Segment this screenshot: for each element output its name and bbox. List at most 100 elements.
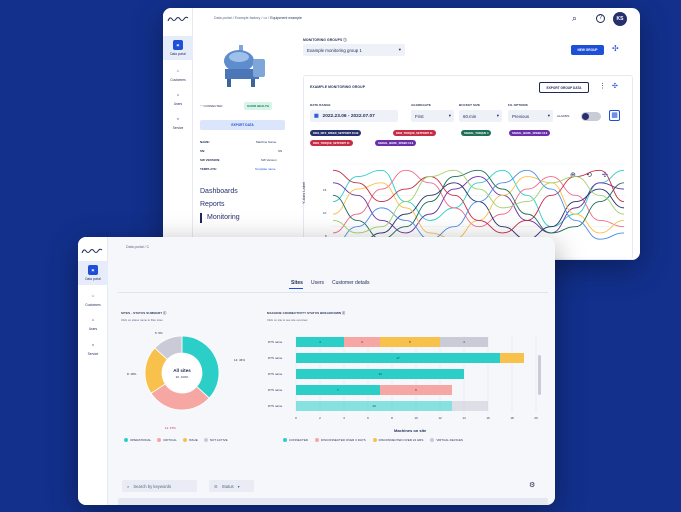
- breadcrumb-item[interactable]: C: [146, 245, 150, 249]
- x-tick: 8: [391, 416, 393, 420]
- signal-chip[interactable]: SIGNAL_BOWL_SPEED 12.9: [375, 140, 417, 146]
- bar-segment[interactable]: [440, 337, 488, 347]
- category-label[interactable]: DTS name: [268, 404, 283, 408]
- sidebar-item-users[interactable]: ☺ Users: [163, 86, 193, 110]
- reports-link[interactable]: Reports: [200, 201, 225, 208]
- search-icon: ⌕: [127, 483, 130, 489]
- legend-item[interactable]: DISCONNECTED OVER 3 DAYS: [315, 438, 366, 443]
- export-group-data-button[interactable]: EXPORT GROUP DATA: [539, 82, 589, 93]
- category-label[interactable]: DTS name: [268, 388, 283, 392]
- bar-legend: CONNECTED DISCONNECTED OVER 3 DAYS DISCO…: [283, 438, 463, 443]
- logo: [81, 242, 103, 260]
- breadcrumb-item[interactable]: Equipment example: [270, 16, 302, 20]
- bar-value-label: 5: [409, 340, 411, 344]
- table-header: [118, 498, 548, 505]
- donut-slice[interactable]: [154, 335, 183, 361]
- signal-chip[interactable]: SIGNAL_TORQUE 4: [461, 130, 492, 136]
- new-group-button[interactable]: NEW GROUP: [571, 45, 604, 55]
- sidebar-item-customers[interactable]: ⚇ Customers: [78, 287, 108, 311]
- category-label[interactable]: DTS name: [268, 372, 283, 376]
- signal-chip[interactable]: SIGNAL_BOWL_SPEED 12.9: [509, 130, 551, 136]
- tab-sites[interactable]: Sites: [291, 280, 303, 286]
- health-badge: GOOD HEALTH: [244, 102, 272, 110]
- settings-icon[interactable]: ⚙: [529, 482, 536, 489]
- chevron-down-icon: ▾: [237, 483, 240, 489]
- bar-segment[interactable]: [380, 385, 452, 395]
- signal-chip[interactable]: D301_DIFF_SPEED_SETPOINT 40.99: [310, 130, 362, 136]
- bar-segment[interactable]: [380, 337, 440, 347]
- signal-chip[interactable]: D302_TORQUE_SETPOINT 11: [393, 130, 436, 136]
- slice-label: 14: 46%: [234, 358, 246, 362]
- search-input[interactable]: ⌕ Search by keywords: [122, 480, 197, 492]
- sidebar-item-service[interactable]: ✕ Service: [163, 110, 193, 134]
- sidebar-item-users[interactable]: ☺ Users: [78, 311, 108, 335]
- breadcrumb-item[interactable]: •••: [263, 16, 268, 20]
- monitoring-link[interactable]: Monitoring: [207, 214, 240, 221]
- template-link[interactable]: Template name: [255, 167, 276, 171]
- date-range-input[interactable]: ▦ 2022.23.06 - 2022.07.07: [310, 110, 398, 122]
- category-label[interactable]: DTS name: [268, 340, 283, 344]
- expand-icon[interactable]: ✣: [602, 172, 608, 179]
- tab-customer-details[interactable]: Customer details: [332, 280, 370, 286]
- breadcrumb-item[interactable]: Example factory: [234, 16, 261, 20]
- customers-icon: ⚇: [176, 69, 180, 73]
- sidebar-item-data-portal[interactable]: ▣ Data portal: [78, 261, 108, 285]
- legend-item[interactable]: CONNECTED: [283, 438, 308, 443]
- bar-segment[interactable]: [500, 353, 524, 363]
- signal-chip[interactable]: D301_TORQUE_SETPOINT 11: [310, 140, 353, 146]
- legend-item[interactable]: DISCONNECTED OVER 24 HRS: [372, 438, 423, 443]
- legend-item[interactable]: CRITICAL: [157, 438, 177, 443]
- fill-options-select[interactable]: Previous ▾: [508, 110, 553, 122]
- legend-item[interactable]: ISSUE: [182, 438, 198, 443]
- bar-value-label: 3: [361, 340, 363, 344]
- filter-icon: ☰: [214, 483, 218, 489]
- bar-segment[interactable]: [452, 401, 488, 411]
- search-icon[interactable]: ⌕: [572, 13, 578, 23]
- refresh-icon[interactable]: ⟲: [586, 172, 592, 179]
- slice-label: 8: 18%: [127, 372, 137, 376]
- status-filter[interactable]: ☰ Status ▾: [209, 480, 254, 492]
- active-tab-indicator: [289, 288, 303, 289]
- bar-value-label: 14: [378, 372, 382, 376]
- expand-icon[interactable]: ✣: [612, 83, 618, 90]
- more-icon[interactable]: ⋮: [599, 83, 606, 90]
- bar-segment[interactable]: [296, 337, 344, 347]
- grid-view-icon[interactable]: ▦: [609, 110, 620, 121]
- category-label[interactable]: DTS name: [268, 356, 283, 360]
- breadcrumb-item[interactable]: Data portal: [214, 16, 232, 20]
- bar-segment[interactable]: [296, 353, 500, 363]
- series-line: [332, 169, 625, 234]
- sidebar-item-customers[interactable]: ⚇ Customers: [163, 62, 193, 86]
- avatar[interactable]: KS: [613, 12, 627, 26]
- sidebar-item-data-portal[interactable]: ▣ Data portal: [163, 36, 193, 60]
- monitor-icon: ▣: [173, 40, 183, 50]
- expand-icon[interactable]: ✣: [612, 44, 619, 53]
- export-data-button[interactable]: EXPORT DATA: [200, 120, 285, 130]
- tab-users[interactable]: Users: [311, 280, 325, 286]
- zoom-in-icon[interactable]: ⊕: [570, 172, 576, 179]
- bar-segment[interactable]: [296, 369, 464, 379]
- bar-segment[interactable]: [344, 337, 380, 347]
- legend-item[interactable]: NOT ACTIVE: [203, 438, 228, 443]
- bucket-size-select[interactable]: 60.min ▾: [459, 110, 502, 122]
- breadcrumb-item[interactable]: Data portal: [126, 245, 144, 249]
- status-donut-chart: [144, 335, 220, 411]
- bar-segment[interactable]: [296, 385, 380, 395]
- bar-segment[interactable]: [296, 401, 452, 411]
- detail-value: SN: [278, 149, 283, 153]
- dashboards-link[interactable]: Dashboards: [200, 188, 238, 195]
- scrollbar[interactable]: [538, 355, 541, 395]
- detail-value: Machine Name: [256, 140, 277, 144]
- sidebar-item-service[interactable]: ✕ Service: [78, 336, 108, 360]
- breadcrumb: Data portal / C: [126, 245, 150, 249]
- legend-item[interactable]: VIRTUAL DEVICES: [430, 438, 463, 443]
- group-select[interactable]: Example monitoring group 1 ▾: [303, 44, 405, 56]
- slice-label: 5: 5%: [155, 331, 163, 335]
- alarms-toggle[interactable]: [581, 112, 601, 121]
- wifi-icon: ◠: [200, 104, 203, 108]
- y-axis-label: Y-Axis Label: [301, 181, 306, 204]
- legend-item[interactable]: OPERATIONAL: [124, 438, 151, 443]
- bar-subtitle: Click on site to see site overview: [267, 318, 308, 322]
- aggregate-select[interactable]: First ▾: [411, 110, 454, 122]
- help-icon[interactable]: ?: [596, 14, 605, 23]
